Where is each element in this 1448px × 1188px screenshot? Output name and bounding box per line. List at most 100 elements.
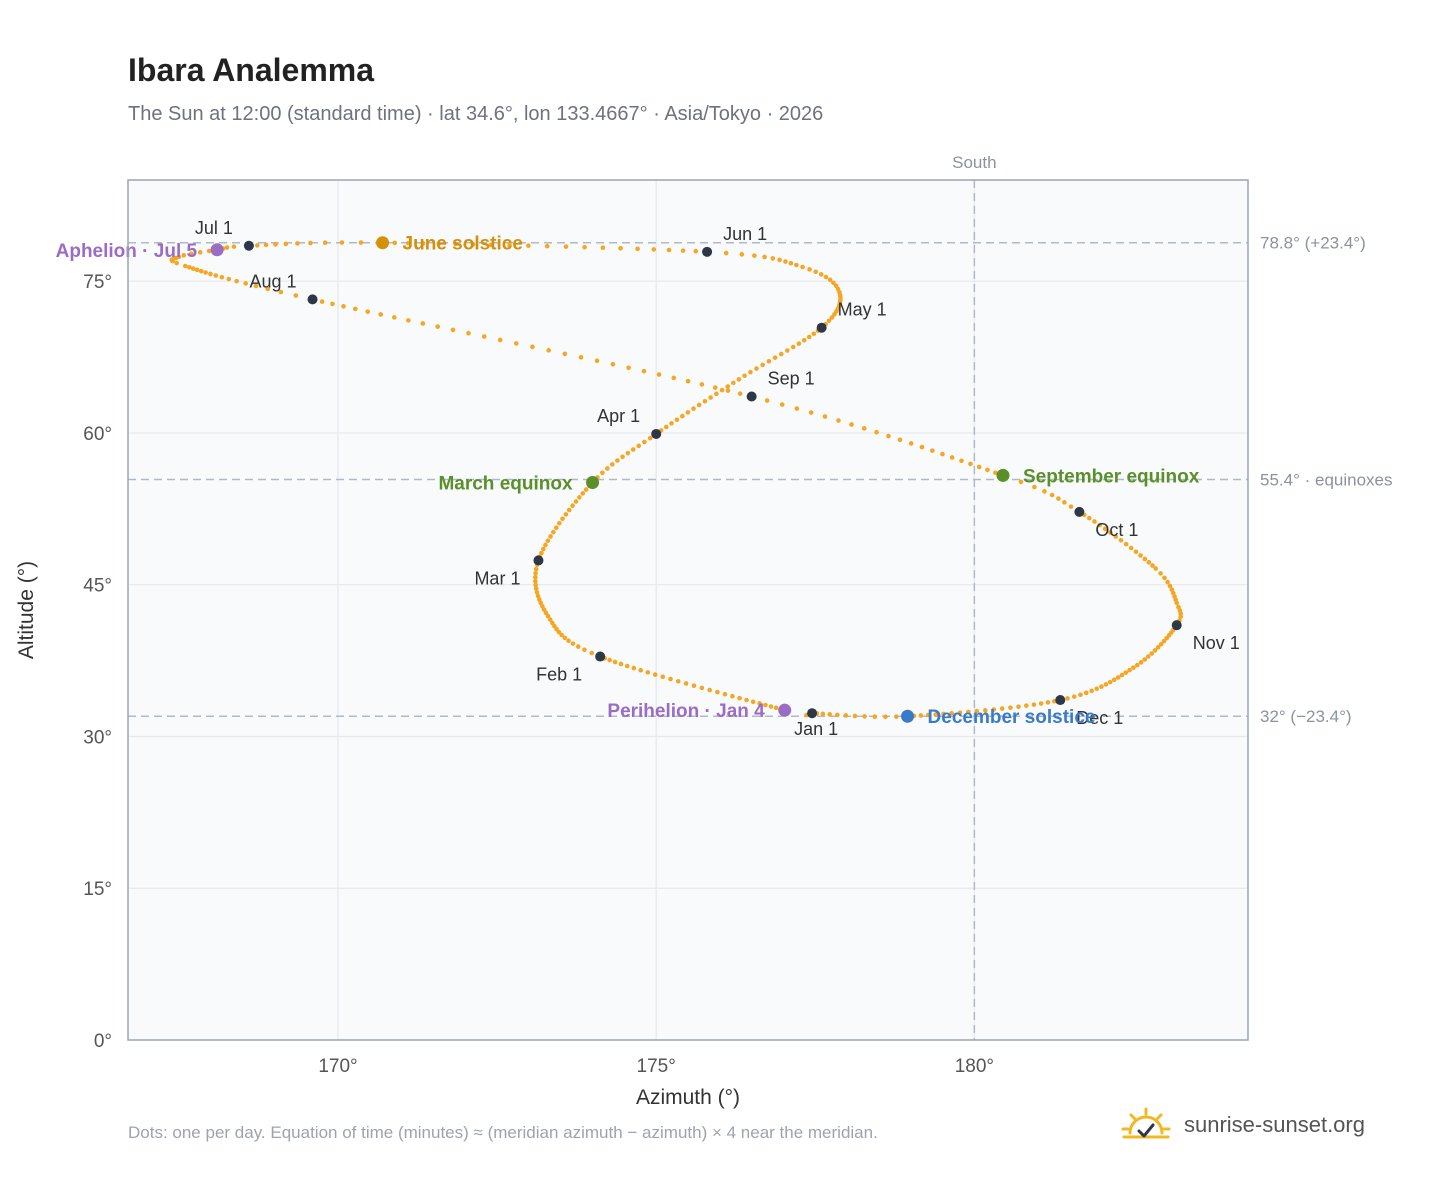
day-dot xyxy=(645,670,651,675)
month-marker-dot xyxy=(243,240,254,251)
day-dot xyxy=(392,315,397,320)
day-dot xyxy=(1146,560,1152,565)
day-dot xyxy=(605,466,610,471)
month-marker-label: Apr 1 xyxy=(597,406,640,426)
y-axis-label: Altitude (°) xyxy=(15,561,38,659)
event-markers: June solstice March equinox September equi… xyxy=(56,234,1200,729)
day-dot xyxy=(219,274,225,280)
day-dot xyxy=(620,454,625,460)
reference-line-label: 32° (−23.4°) xyxy=(1260,707,1352,726)
day-dot xyxy=(551,529,556,535)
day-dot xyxy=(615,458,620,463)
chart-title: Ibara Analemma xyxy=(128,52,375,88)
day-dot xyxy=(526,243,531,248)
month-marker-dot xyxy=(651,428,662,439)
y-tick-label: 60° xyxy=(83,424,112,445)
x-tick-label: 170° xyxy=(318,1056,357,1077)
day-dot xyxy=(647,435,653,441)
day-dot xyxy=(770,256,776,261)
day-dot xyxy=(1103,682,1109,687)
day-dot xyxy=(1113,534,1119,539)
day-dot xyxy=(600,470,605,476)
day-dot xyxy=(827,712,832,717)
day-dot xyxy=(557,520,562,526)
day-dot xyxy=(1062,500,1067,505)
day-dot xyxy=(580,491,586,496)
day-dot xyxy=(764,398,770,403)
day-dot xyxy=(358,240,364,245)
event-marker-label: December solstice xyxy=(928,707,1096,728)
day-dot xyxy=(577,495,582,500)
day-dot xyxy=(674,417,680,423)
day-dot xyxy=(533,586,539,592)
month-marker-dot xyxy=(746,391,757,402)
day-dot xyxy=(862,714,867,719)
event-marker-label: September equinox xyxy=(1023,466,1200,487)
day-dot xyxy=(763,702,768,708)
reference-lines: South 78.8° (+23.4°) 55.4° · equinoxes 32° … xyxy=(128,153,1393,1040)
day-dot xyxy=(339,240,345,245)
day-dot xyxy=(779,402,785,407)
day-dot xyxy=(685,378,691,384)
day-dot xyxy=(807,267,812,272)
day-dot xyxy=(691,406,696,411)
day-dot xyxy=(760,362,765,368)
day-dot xyxy=(675,678,681,684)
day-dot xyxy=(725,384,731,389)
day-dot xyxy=(1031,702,1037,707)
day-dot xyxy=(308,240,313,246)
brand-text: sunrise-sunset.org xyxy=(1184,1112,1365,1137)
day-dot xyxy=(811,331,817,337)
day-dot xyxy=(573,499,579,504)
day-dot xyxy=(188,251,194,257)
event-marker-label: June solstice xyxy=(403,234,523,255)
plot-background xyxy=(128,180,1248,1040)
day-dot xyxy=(993,470,998,476)
month-marker-label: Jan 1 xyxy=(794,719,838,739)
month-marker-dot xyxy=(1055,695,1066,706)
day-dot xyxy=(1142,657,1148,662)
day-dot xyxy=(283,241,289,247)
day-dot xyxy=(624,663,630,669)
day-dot xyxy=(1138,660,1144,665)
day-dot xyxy=(1056,496,1061,501)
day-dot xyxy=(1018,479,1024,485)
day-dot xyxy=(1138,553,1143,558)
day-dot xyxy=(663,424,669,430)
day-dot xyxy=(436,241,442,246)
day-dot xyxy=(680,413,685,419)
day-dot xyxy=(618,245,623,251)
brand[interactable]: sunrise-sunset.org xyxy=(1120,1100,1365,1150)
day-dot xyxy=(696,402,702,408)
day-dot xyxy=(723,250,729,256)
day-dot xyxy=(712,385,718,390)
day-dot xyxy=(708,395,713,400)
day-dot xyxy=(203,270,208,275)
footnote: Dots: one per day. Equation of time (min… xyxy=(128,1123,878,1142)
day-dot xyxy=(1155,645,1161,650)
day-dot xyxy=(1068,504,1074,509)
day-dot xyxy=(1149,651,1154,656)
day-dot xyxy=(198,268,204,274)
day-dot xyxy=(829,315,835,320)
day-dot xyxy=(725,388,731,393)
day-dot xyxy=(941,711,946,717)
day-dot xyxy=(589,650,595,656)
day-dot xyxy=(823,274,829,280)
day-dot xyxy=(754,366,759,371)
day-dot xyxy=(559,632,564,638)
day-dot xyxy=(194,267,200,273)
reference-line-label: 55.4° · equinoxes xyxy=(1260,470,1393,489)
day-dot xyxy=(702,398,708,404)
day-dot xyxy=(940,451,945,457)
day-dot xyxy=(1145,654,1151,659)
day-dot xyxy=(1102,526,1108,532)
month-marker-label: Jun 1 xyxy=(723,224,767,244)
day-dot xyxy=(545,538,551,544)
day-dot xyxy=(481,334,487,339)
day-dot xyxy=(1178,611,1184,616)
day-dot xyxy=(197,250,203,255)
day-dot xyxy=(612,659,618,665)
grid-lines xyxy=(128,180,1248,1040)
day-dot xyxy=(610,462,615,467)
